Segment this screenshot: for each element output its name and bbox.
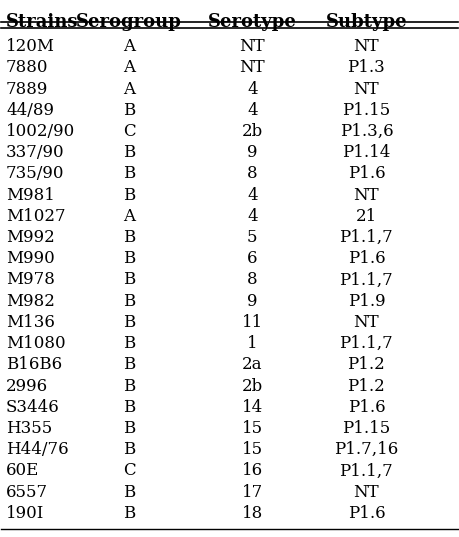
Text: 8: 8	[247, 165, 257, 183]
Text: P1.3,6: P1.3,6	[340, 123, 393, 140]
Text: 4: 4	[247, 81, 257, 98]
Text: NT: NT	[353, 81, 379, 98]
Text: 1: 1	[247, 335, 257, 352]
Text: Serotype: Serotype	[208, 13, 297, 31]
Text: 2b: 2b	[242, 123, 263, 140]
Text: A: A	[123, 60, 135, 76]
Text: B: B	[123, 483, 135, 500]
Text: 7889: 7889	[6, 81, 48, 98]
Text: 44/89: 44/89	[6, 102, 54, 119]
Text: 120M: 120M	[6, 38, 55, 55]
Text: 6: 6	[247, 250, 257, 267]
Text: C: C	[123, 123, 135, 140]
Text: B: B	[123, 378, 135, 395]
Text: 2996: 2996	[6, 378, 48, 395]
Text: NT: NT	[240, 38, 265, 55]
Text: 15: 15	[242, 420, 263, 437]
Text: 337/90: 337/90	[6, 144, 65, 161]
Text: 1002/90: 1002/90	[6, 123, 75, 140]
Text: P1.14: P1.14	[342, 144, 391, 161]
Text: P1.1,7: P1.1,7	[340, 229, 393, 246]
Text: 14: 14	[242, 399, 263, 416]
Text: P1.6: P1.6	[347, 250, 385, 267]
Text: M1027: M1027	[6, 208, 66, 225]
Text: Subtype: Subtype	[325, 13, 407, 31]
Text: P1.6: P1.6	[347, 505, 385, 522]
Text: M1080: M1080	[6, 335, 66, 352]
Text: H355: H355	[6, 420, 52, 437]
Text: B: B	[123, 399, 135, 416]
Text: 15: 15	[242, 441, 263, 458]
Text: P1.2: P1.2	[347, 378, 385, 395]
Text: B: B	[123, 293, 135, 310]
Text: B: B	[123, 420, 135, 437]
Text: A: A	[123, 208, 135, 225]
Text: 2a: 2a	[242, 357, 263, 373]
Text: NT: NT	[353, 38, 379, 55]
Text: P1.6: P1.6	[347, 399, 385, 416]
Text: 11: 11	[242, 314, 263, 331]
Text: B: B	[123, 144, 135, 161]
Text: P1.1,7: P1.1,7	[340, 335, 393, 352]
Text: 735/90: 735/90	[6, 165, 64, 183]
Text: 4: 4	[247, 102, 257, 119]
Text: 5: 5	[247, 229, 257, 246]
Text: 18: 18	[242, 505, 263, 522]
Text: B: B	[123, 505, 135, 522]
Text: 8: 8	[247, 272, 257, 288]
Text: C: C	[123, 462, 135, 480]
Text: B: B	[123, 441, 135, 458]
Text: P1.15: P1.15	[342, 102, 391, 119]
Text: H44/76: H44/76	[6, 441, 68, 458]
Text: P1.6: P1.6	[347, 165, 385, 183]
Text: B: B	[123, 314, 135, 331]
Text: P1.9: P1.9	[347, 293, 385, 310]
Text: M981: M981	[6, 187, 55, 204]
Text: 9: 9	[247, 144, 257, 161]
Text: P1.1,7: P1.1,7	[340, 462, 393, 480]
Text: 60E: 60E	[6, 462, 39, 480]
Text: M978: M978	[6, 272, 55, 288]
Text: P1.7,16: P1.7,16	[334, 441, 398, 458]
Text: M982: M982	[6, 293, 55, 310]
Text: P1.2: P1.2	[347, 357, 385, 373]
Text: B: B	[123, 165, 135, 183]
Text: B16B6: B16B6	[6, 357, 62, 373]
Text: 4: 4	[247, 208, 257, 225]
Text: P1.3: P1.3	[347, 60, 385, 76]
Text: M136: M136	[6, 314, 55, 331]
Text: B: B	[123, 250, 135, 267]
Text: NT: NT	[353, 314, 379, 331]
Text: P1.1,7: P1.1,7	[340, 272, 393, 288]
Text: Serogroup: Serogroup	[76, 13, 182, 31]
Text: 190I: 190I	[6, 505, 45, 522]
Text: B: B	[123, 187, 135, 204]
Text: Strains: Strains	[6, 13, 78, 31]
Text: 21: 21	[356, 208, 377, 225]
Text: NT: NT	[353, 483, 379, 500]
Text: 16: 16	[242, 462, 263, 480]
Text: NT: NT	[240, 60, 265, 76]
Text: B: B	[123, 357, 135, 373]
Text: B: B	[123, 229, 135, 246]
Text: A: A	[123, 38, 135, 55]
Text: 7880: 7880	[6, 60, 49, 76]
Text: 2b: 2b	[242, 378, 263, 395]
Text: 17: 17	[242, 483, 263, 500]
Text: M990: M990	[6, 250, 55, 267]
Text: 4: 4	[247, 187, 257, 204]
Text: B: B	[123, 335, 135, 352]
Text: A: A	[123, 81, 135, 98]
Text: 9: 9	[247, 293, 257, 310]
Text: S3446: S3446	[6, 399, 60, 416]
Text: P1.15: P1.15	[342, 420, 391, 437]
Text: M992: M992	[6, 229, 55, 246]
Text: B: B	[123, 102, 135, 119]
Text: 6557: 6557	[6, 483, 48, 500]
Text: NT: NT	[353, 187, 379, 204]
Text: B: B	[123, 272, 135, 288]
